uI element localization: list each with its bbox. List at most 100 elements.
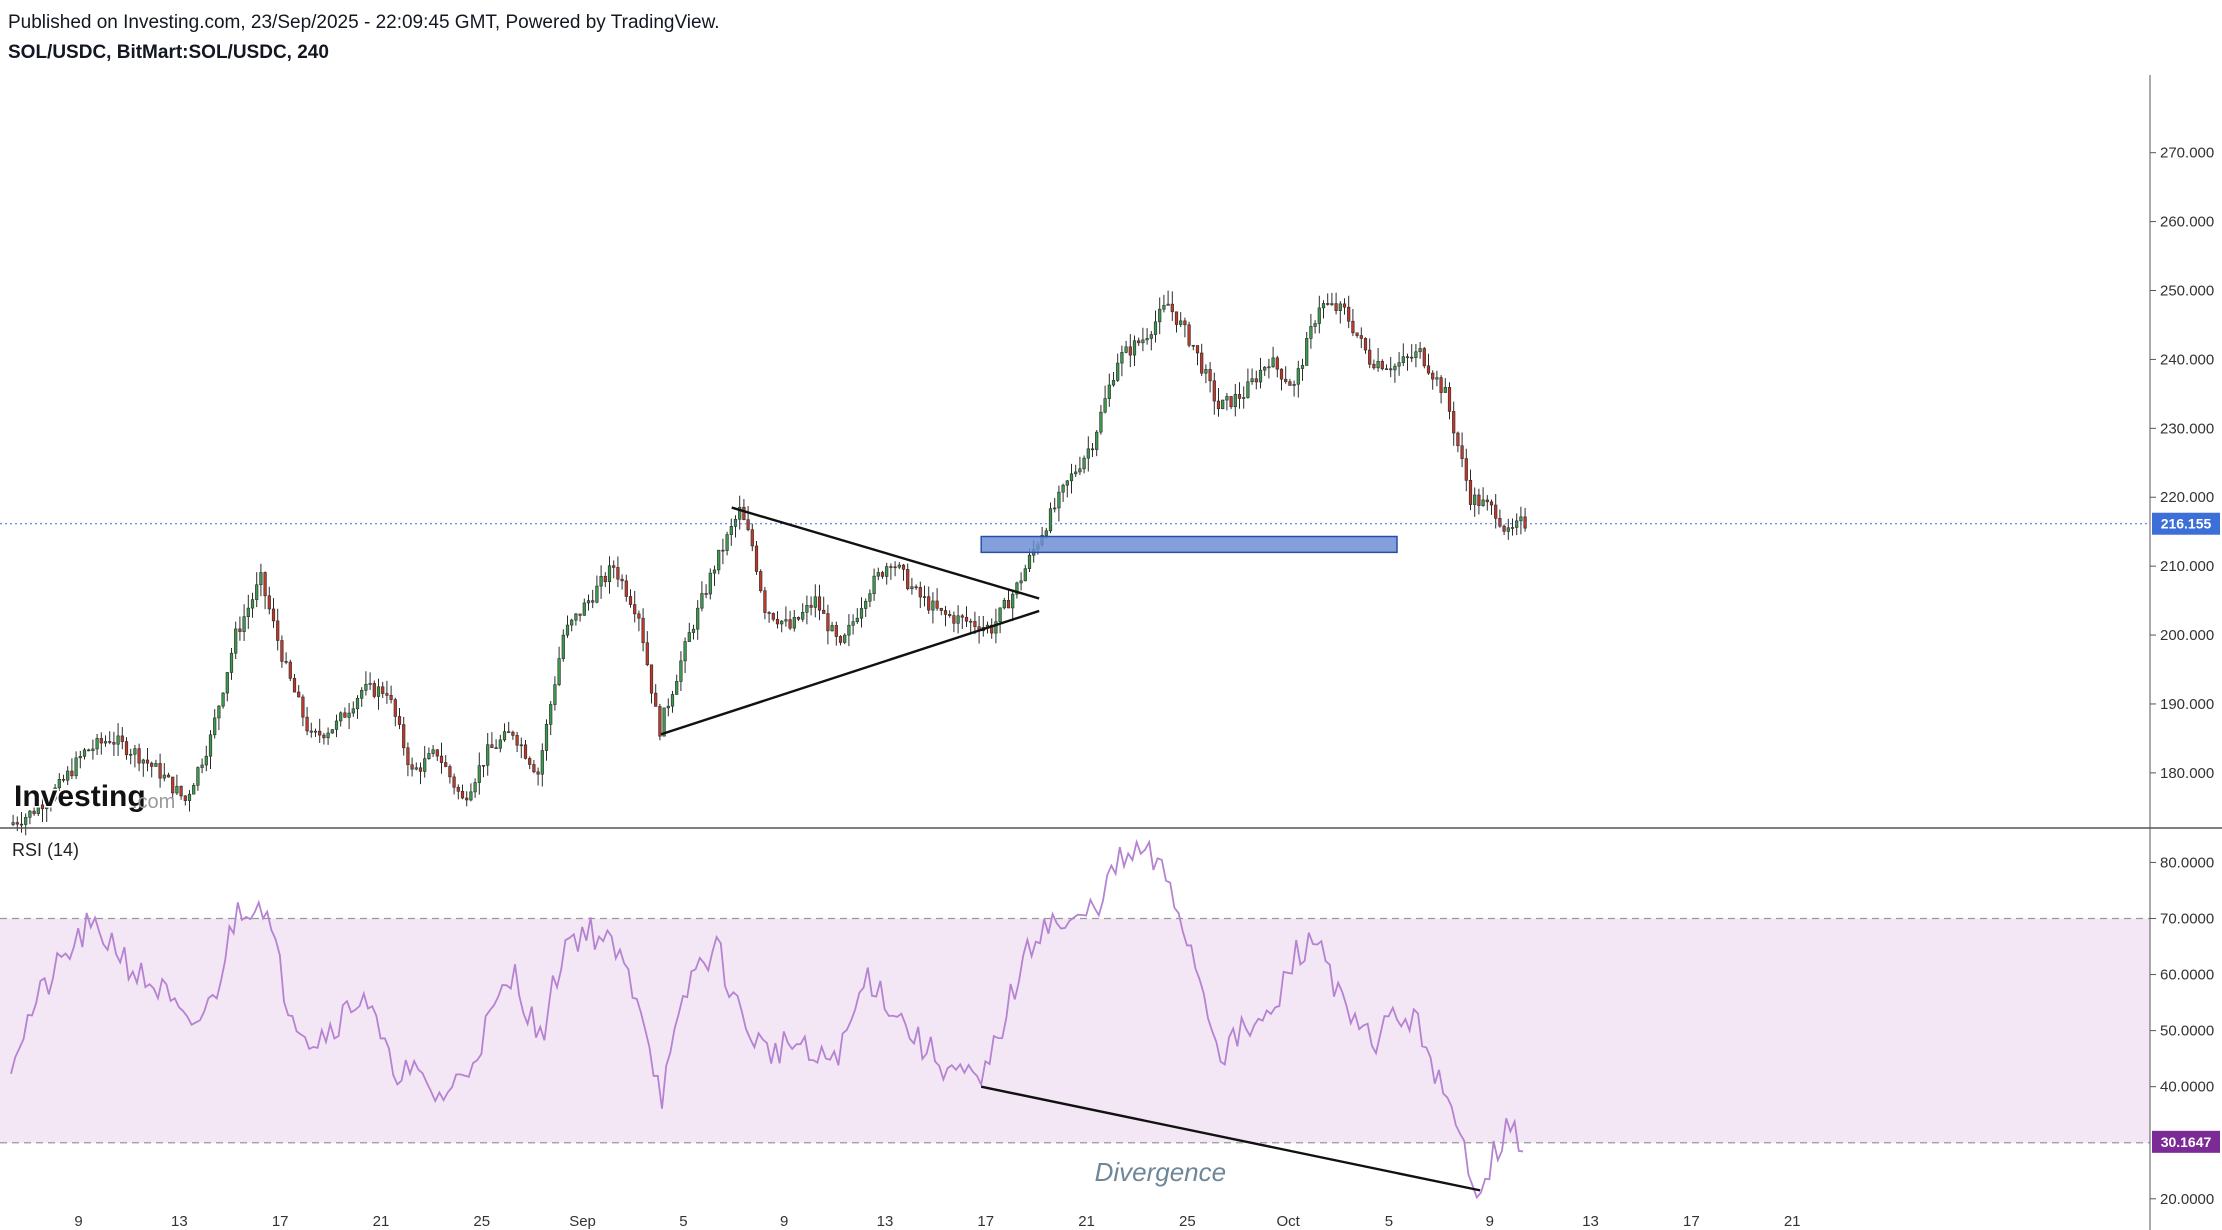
candle [1506, 518, 1510, 540]
candle [490, 732, 494, 748]
candle-body-up [192, 784, 196, 795]
candle [410, 757, 414, 777]
candle-body-up [784, 619, 788, 622]
candles-layer [11, 290, 1527, 836]
candle [1183, 317, 1187, 338]
candle-body-up [469, 791, 473, 801]
candle [1481, 487, 1485, 507]
time-tick-label: Sep [569, 1213, 596, 1230]
candle-body-down [150, 762, 154, 767]
support-zone-box[interactable] [980, 535, 1398, 554]
candle-body-down [389, 695, 393, 700]
candle [250, 592, 255, 618]
candle [1254, 370, 1258, 390]
candle-body-down [448, 766, 452, 778]
candle-body-down [1477, 494, 1481, 506]
candle [1061, 483, 1065, 502]
candle [889, 563, 893, 580]
candle-body-up [1473, 494, 1477, 505]
candle-body-down [838, 636, 843, 643]
candle [112, 731, 116, 757]
candle [213, 709, 217, 739]
candle [360, 687, 364, 707]
candle-body-down [750, 529, 754, 547]
candle-body-down [343, 712, 347, 718]
triangle-lower-trendline[interactable] [660, 609, 1040, 736]
candle-body-up [154, 763, 158, 767]
candle-body-down [435, 749, 439, 757]
time-tick-label: 21 [1078, 1213, 1095, 1230]
candle-body-down [834, 625, 838, 637]
candle [1212, 372, 1216, 415]
candle-body-up [1162, 305, 1166, 310]
candle [927, 586, 931, 614]
candle [767, 611, 771, 623]
candle-body-down [1405, 356, 1410, 359]
candle-body-up [82, 749, 87, 757]
candle [200, 758, 204, 774]
candle [267, 586, 271, 615]
divergence-trendline[interactable] [980, 1085, 1481, 1192]
candle-body-up [1296, 368, 1300, 385]
rsi-tick-label: 80.0000 [2160, 854, 2214, 871]
candle [166, 772, 171, 778]
candle [439, 742, 444, 774]
candle [1170, 291, 1174, 321]
candle [507, 721, 511, 733]
candle [1053, 497, 1057, 513]
candle-body-up [885, 566, 889, 577]
candle-body-up [1086, 448, 1090, 459]
candle-body-down [32, 810, 36, 814]
candle [969, 618, 973, 633]
price-tick-label: 180.000 [2160, 765, 2214, 782]
candle-body-down [112, 742, 116, 745]
candle [1267, 358, 1271, 379]
candle-body-up [246, 607, 250, 617]
candle [591, 589, 595, 609]
candle-body-down [1288, 381, 1292, 386]
candle-body-down [456, 786, 460, 792]
candle-body-down [532, 764, 536, 773]
candle [381, 681, 385, 698]
candle-body-up [1225, 396, 1229, 401]
rsi-tick-label: 60.0000 [2160, 967, 2214, 984]
price-tick-label: 230.000 [2160, 420, 2214, 437]
candle-body-up [339, 712, 343, 722]
candle-body-down [305, 716, 309, 732]
candle-body-down [120, 735, 124, 742]
price-axis[interactable]: 180.000 190.000 200.000 210.000 220.000 230.0… [2150, 145, 2214, 782]
time-axis[interactable]: 9 13 17 21 25 Sep 5 9 13 17 21 25 Oct 5 9 13 17 21 [74, 1213, 1800, 1230]
candle [1426, 353, 1431, 375]
candle [1237, 382, 1242, 409]
candle-body-down [166, 774, 171, 778]
candle [935, 588, 939, 611]
triangle-upper-trendline[interactable] [731, 506, 1040, 600]
candle-body-down [1183, 320, 1187, 326]
last-price-label: 216.155 [2161, 516, 2212, 532]
candle-body-up [376, 686, 381, 697]
candle-body-up [208, 734, 213, 757]
rsi-axis[interactable]: 20.0000 40.0000 50.0000 60.0000 70.0000 80.00… [2150, 854, 2214, 1208]
candle [1515, 513, 1519, 536]
candle [658, 703, 662, 741]
candle-body-up [868, 593, 872, 602]
candle-body-down [649, 664, 654, 694]
candle [1405, 353, 1410, 371]
time-tick-label: 21 [373, 1213, 390, 1230]
candle-body-up [129, 753, 133, 756]
candle [918, 581, 922, 609]
candle-body-up [570, 619, 574, 626]
candle [1305, 331, 1309, 366]
candle [435, 749, 439, 761]
candle-body-down [322, 734, 326, 739]
rsi-tick-label: 50.0000 [2160, 1023, 2214, 1040]
rsi-indicator-title[interactable]: RSI (14) [12, 840, 79, 860]
candle [1288, 378, 1292, 386]
candle-body-up [103, 741, 108, 744]
candle [759, 569, 763, 593]
candle-body-down [754, 545, 759, 572]
candle-body-up [670, 694, 675, 707]
candle-body-down [145, 759, 150, 764]
candle [1410, 344, 1414, 363]
